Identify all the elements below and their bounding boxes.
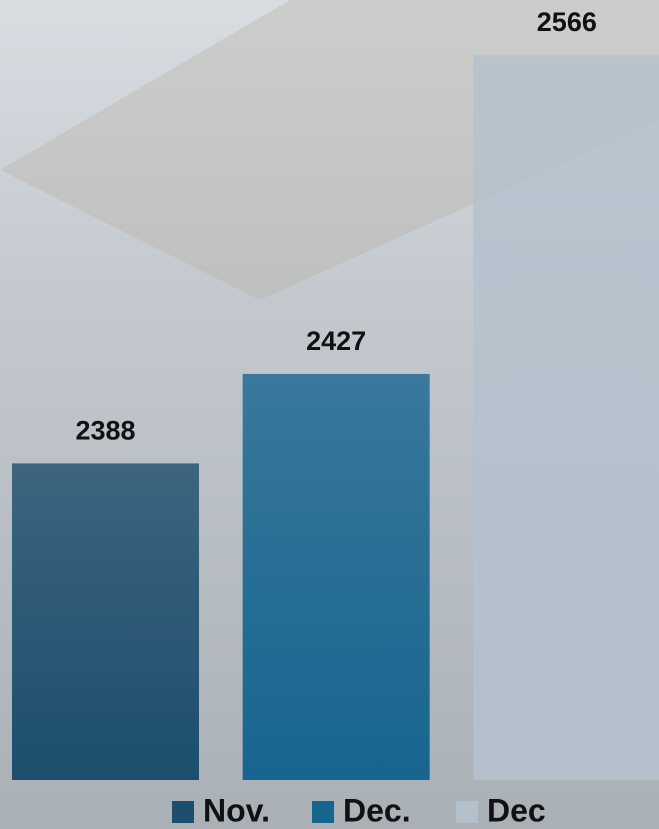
legend-swatch (312, 801, 334, 823)
legend-label: Dec. (343, 792, 411, 828)
legend-swatch (456, 801, 478, 823)
legend-label: Dec (487, 792, 546, 828)
value-label: 2388 (75, 416, 135, 446)
value-label: 2427 (306, 326, 366, 356)
bar (242, 373, 430, 780)
legend-label: Nov. (203, 792, 270, 828)
bar (12, 463, 199, 780)
bar (473, 55, 659, 780)
value-label: 2566 (537, 7, 597, 37)
legend-swatch (172, 801, 194, 823)
